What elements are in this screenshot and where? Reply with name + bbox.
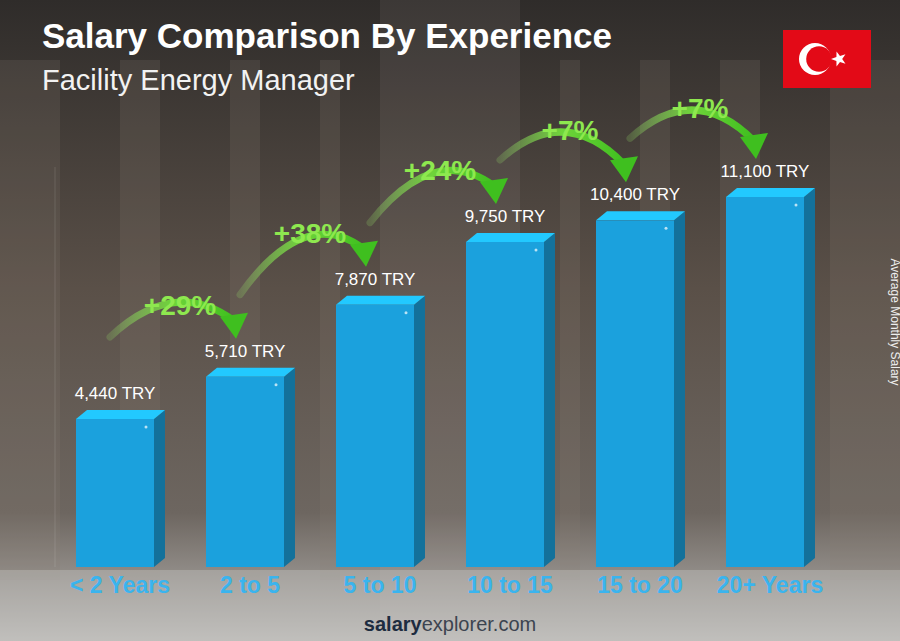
- bar-side: [284, 368, 295, 567]
- chart-root: 4,440 TRY 5,710 TRY 7,870 TRY 9,750 TRY 10,4…: [0, 0, 900, 641]
- category-label: 5 to 10: [344, 572, 417, 598]
- arrow-head: [740, 133, 768, 159]
- bar-top: [726, 188, 815, 197]
- bar-highlight: [405, 311, 408, 314]
- category-label: 15 to 20: [597, 572, 683, 598]
- bar-side: [674, 211, 685, 567]
- bar: [76, 419, 154, 567]
- bar-side: [154, 410, 165, 567]
- flag-crescent-inner: [806, 46, 832, 72]
- subtitle: Facility Energy Manager: [42, 64, 355, 96]
- bar-highlight: [665, 227, 668, 230]
- bar-group: [206, 368, 295, 567]
- bar-top: [206, 368, 295, 377]
- bar-side: [414, 296, 425, 567]
- category-label: 10 to 15: [467, 572, 553, 598]
- bar: [206, 377, 284, 567]
- bar-group: [76, 410, 165, 567]
- value-axis-line: [55, 167, 56, 567]
- bar-highlight: [145, 426, 148, 429]
- data-label: 11,100 TRY: [721, 162, 810, 181]
- source-part: explorer.com: [422, 613, 537, 635]
- data-label: 9,750 TRY: [465, 207, 546, 226]
- bar: [466, 242, 544, 567]
- background: [0, 0, 900, 641]
- data-label: 7,870 TRY: [335, 270, 416, 289]
- bar-highlight: [795, 204, 798, 207]
- growth-label: +24%: [404, 155, 476, 186]
- chart: 4,440 TRY 5,710 TRY 7,870 TRY 9,750 TRY 10,4…: [0, 0, 900, 641]
- bar-group: [466, 233, 555, 567]
- bar-top: [466, 233, 555, 242]
- flag-star: [831, 51, 845, 66]
- bar-side: [804, 188, 815, 567]
- source: salaryexplorer.com: [364, 613, 536, 635]
- arrow-head: [350, 241, 378, 267]
- title: Salary Comparison By Experience: [42, 16, 612, 55]
- bar: [336, 305, 414, 567]
- arrow-head: [610, 156, 638, 182]
- source-part: salary: [364, 613, 423, 635]
- growth-label: +7%: [672, 93, 729, 124]
- bar-top: [336, 296, 425, 305]
- growth-label: +38%: [274, 218, 346, 249]
- bar-side: [544, 233, 555, 567]
- arrow-head: [480, 178, 508, 204]
- data-label: 5,710 TRY: [205, 342, 286, 361]
- category-label: < 2 Years: [70, 572, 170, 598]
- background-floor: [0, 570, 900, 641]
- data-label: 10,400 TRY: [590, 185, 680, 204]
- flag-crescent-outer: [799, 43, 831, 75]
- bar-group: [726, 188, 815, 567]
- growth-label: +7%: [542, 115, 599, 146]
- bars: [76, 188, 815, 567]
- category-label: 2 to 5: [220, 572, 280, 598]
- flag-field: [783, 30, 871, 88]
- data-label: 4,440 TRY: [75, 384, 156, 403]
- bar-group: [596, 211, 685, 567]
- bar-group: [336, 296, 425, 567]
- bar-highlight: [535, 249, 538, 252]
- bar: [726, 197, 804, 567]
- background-panel: [0, 60, 60, 580]
- growth-label: +29%: [144, 290, 216, 321]
- bar-top: [76, 410, 165, 419]
- bar-top: [596, 211, 685, 220]
- bar: [596, 220, 674, 567]
- bar-highlight: [275, 383, 278, 386]
- arrow-head: [220, 313, 248, 339]
- y-axis-label: Average Monthly Salary: [888, 258, 900, 385]
- flag: [783, 30, 871, 88]
- category-label: 20+ Years: [717, 572, 823, 598]
